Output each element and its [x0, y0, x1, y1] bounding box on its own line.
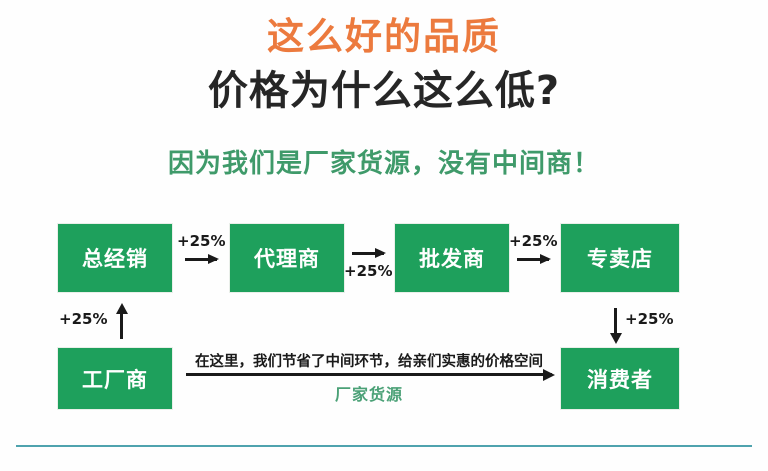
arrow-right-icon-wholesaler-to-store — [517, 254, 551, 264]
direct-channel-subcaption: 厂家货源 — [334, 385, 403, 404]
markup-label-wholesaler-to-store: +25% — [509, 232, 558, 250]
arrow-down-icon-store-to-consumer — [609, 308, 622, 344]
headline-primary: 这么好的品质 — [267, 15, 501, 58]
headline-subtitle: 因为我们是厂家货源，没有中间商！ — [167, 149, 600, 179]
flow-node-consumer: 消费者 — [560, 347, 680, 410]
markup-label-store-to-consumer: +25% — [625, 310, 674, 328]
markup-label-distributor-to-agent: +25% — [177, 232, 226, 250]
direct-channel-caption: 在这里，我们节省了中间环节，给亲们实惠的价格空间 — [195, 354, 543, 370]
flow-node-total-distributor: 总经销 — [57, 223, 173, 293]
flow-node-specialty-store: 专卖店 — [560, 223, 680, 293]
arrow-up-icon-factory-to-distributor — [115, 303, 128, 339]
markup-label-factory-to-distributor: +25% — [59, 310, 108, 328]
flow-node-wholesaler: 批发商 — [394, 223, 510, 293]
arrow-right-icon-factory-to-consumer — [186, 368, 555, 381]
footer-divider — [16, 445, 752, 447]
arrow-right-icon-agent-to-wholesaler — [352, 248, 386, 258]
flow-node-factory: 工厂商 — [57, 347, 173, 410]
arrow-right-icon-distributor-to-agent — [185, 254, 219, 264]
flow-node-agent: 代理商 — [229, 223, 345, 293]
markup-label-agent-to-wholesaler: +25% — [344, 262, 393, 280]
headline-secondary: 价格为什么这么低? — [207, 68, 561, 114]
